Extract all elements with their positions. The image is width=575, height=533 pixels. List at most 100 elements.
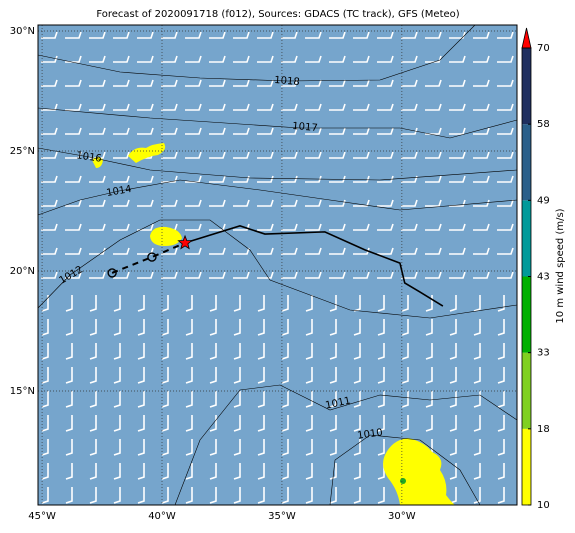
wind-barb xyxy=(113,415,121,432)
wind-barb xyxy=(41,367,49,384)
wind-barb xyxy=(425,199,442,207)
wind-barb xyxy=(185,127,202,135)
wind-barb xyxy=(353,367,361,384)
wind-barb xyxy=(65,415,73,432)
wind-barb xyxy=(89,463,97,480)
wind-barb xyxy=(233,319,241,336)
wind-barb xyxy=(65,439,73,456)
wind-barb xyxy=(425,415,433,432)
isobar-label: 1010 xyxy=(357,427,384,441)
wind-barb xyxy=(353,127,370,135)
wind-barb xyxy=(209,31,226,39)
wind-barb xyxy=(161,271,178,279)
wind-barb xyxy=(305,415,313,432)
wind-barb xyxy=(449,463,457,480)
wind-barb xyxy=(425,223,442,231)
wind-barb xyxy=(161,103,178,111)
wind-barb xyxy=(65,295,73,312)
wind-barb xyxy=(401,391,409,408)
wind-barb xyxy=(449,295,457,312)
wind-barb xyxy=(257,31,274,39)
wind-barb xyxy=(113,343,121,360)
wind-barb xyxy=(377,151,394,159)
wind-barb xyxy=(305,271,322,279)
wind-barb xyxy=(41,343,49,360)
colorbar-tick-label: 70 xyxy=(537,43,550,54)
wind-barb xyxy=(473,79,490,87)
wind-barb xyxy=(305,31,322,39)
wind-barb xyxy=(41,103,58,111)
wind-barb xyxy=(377,271,394,279)
wind-barb xyxy=(257,79,274,87)
wind-barb xyxy=(497,247,514,255)
wind-barb xyxy=(209,367,217,384)
wind-barb xyxy=(473,271,490,279)
wind-barb xyxy=(161,463,169,480)
wind-barb xyxy=(209,199,226,207)
wind-barb xyxy=(89,271,106,279)
wind-barb xyxy=(281,103,298,111)
wind-barb xyxy=(329,31,346,39)
isobar-label: 1017 xyxy=(292,121,318,134)
wind-barb xyxy=(497,487,505,504)
wind-barb xyxy=(329,415,337,432)
wind-barb xyxy=(113,271,130,279)
wind-barb xyxy=(305,391,313,408)
wind-barb xyxy=(497,223,514,231)
wind-barb xyxy=(473,223,490,231)
wind-barb xyxy=(113,175,130,183)
colorbar-tick-label: 18 xyxy=(537,424,550,435)
wind-barb xyxy=(377,367,385,384)
wind-barb xyxy=(233,247,250,255)
wind-barb xyxy=(209,487,217,504)
wind-barb xyxy=(185,175,202,183)
wind-barb xyxy=(305,319,313,336)
wind-barb xyxy=(89,415,97,432)
wind-barb xyxy=(257,151,274,159)
wind-barb xyxy=(137,487,145,504)
wind-barb xyxy=(209,439,217,456)
wind-barb xyxy=(41,223,58,231)
wind-barb xyxy=(89,343,97,360)
wind-barb xyxy=(209,55,226,63)
wind-barb xyxy=(425,367,433,384)
wind-barb xyxy=(233,151,250,159)
wind-barb xyxy=(449,103,466,111)
wind-barb xyxy=(137,127,154,135)
wind-barb xyxy=(329,247,346,255)
wind-barb xyxy=(185,199,202,207)
wind-barb xyxy=(449,31,466,39)
wind-barb xyxy=(473,103,490,111)
wind-barb xyxy=(425,247,442,255)
wind-barb xyxy=(305,487,313,504)
wind-barb xyxy=(41,175,58,183)
wind-barb xyxy=(41,199,58,207)
wind-barb xyxy=(209,103,226,111)
wind-barb xyxy=(89,31,106,39)
wind-barb xyxy=(161,367,169,384)
past-position xyxy=(107,268,117,278)
wind-barb xyxy=(281,31,298,39)
wind-barb xyxy=(473,391,481,408)
wind-barb xyxy=(113,79,130,87)
wind-barb xyxy=(185,391,193,408)
wind-barb xyxy=(497,151,514,159)
wind-barb xyxy=(65,55,82,63)
wind-barb xyxy=(233,79,250,87)
wind-barb xyxy=(425,31,442,39)
wind-barb xyxy=(473,127,490,135)
island xyxy=(92,157,103,168)
wind-barb xyxy=(41,319,49,336)
wind-barb xyxy=(89,175,106,183)
wind-barb xyxy=(161,391,169,408)
wind-barb xyxy=(209,127,226,135)
wind-barb xyxy=(209,343,217,360)
wind-barb xyxy=(89,127,106,135)
wind-barb xyxy=(305,343,313,360)
wind-barb xyxy=(161,79,178,87)
wind-barb xyxy=(137,319,145,336)
wind-barb xyxy=(185,343,193,360)
wind-barb xyxy=(209,463,217,480)
wind-barb xyxy=(401,103,418,111)
wind-barb xyxy=(257,295,265,312)
